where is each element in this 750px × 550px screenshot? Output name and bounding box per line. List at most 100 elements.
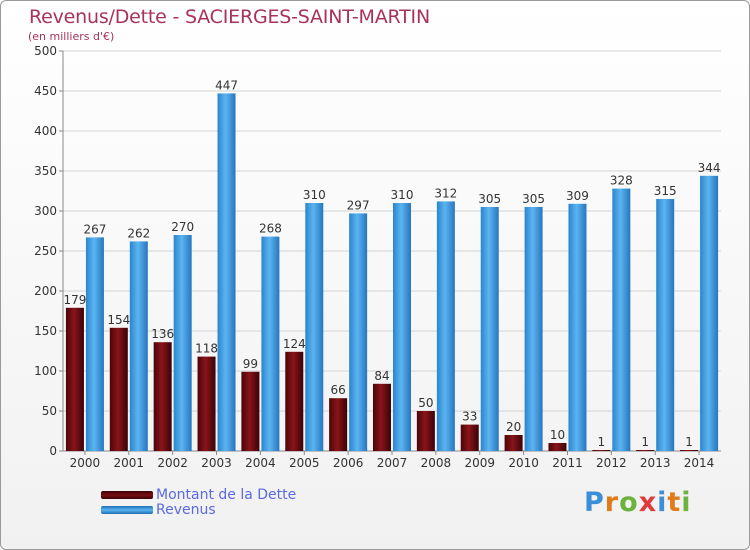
bar-dette (329, 398, 348, 451)
y-tick-label: 100 (34, 364, 57, 378)
data-label-revenus: 344 (698, 161, 721, 175)
x-tick-label: 2012 (596, 456, 627, 470)
bar-revenus (612, 188, 631, 451)
bar-revenus (305, 203, 324, 451)
y-tick-label: 150 (34, 324, 57, 338)
bar-dette (680, 450, 699, 451)
logo-letter: t (667, 487, 682, 518)
data-label-dette: 124 (283, 337, 306, 351)
legend-item-revenus: Revenus (101, 502, 216, 518)
data-label-revenus: 297 (347, 198, 370, 212)
logo-letter: P (584, 487, 605, 518)
bar-revenus (85, 237, 104, 451)
data-label-revenus: 267 (83, 222, 106, 236)
y-tick-label: 300 (34, 204, 57, 218)
x-tick-label: 2013 (640, 456, 671, 470)
y-tick-label: 350 (34, 164, 57, 178)
bar-dette (153, 342, 172, 451)
data-label-dette: 99 (243, 357, 258, 371)
bar-dette (592, 450, 611, 451)
data-label-dette: 10 (550, 428, 565, 442)
data-label-dette: 20 (506, 420, 521, 434)
bar-revenus (656, 199, 675, 451)
bar-revenus (700, 175, 719, 452)
bar-revenus (129, 241, 148, 451)
x-tick-label: 2000 (70, 456, 101, 470)
data-label-revenus: 305 (478, 192, 501, 206)
legend-item-dette: Montant de la Dette (101, 487, 296, 503)
data-label-revenus: 262 (127, 226, 150, 240)
data-label-revenus: 270 (171, 220, 194, 234)
x-tick-label: 2006 (333, 456, 364, 470)
data-label-revenus: 312 (434, 186, 457, 200)
bar-revenus (261, 236, 280, 451)
data-label-dette: 1 (641, 435, 649, 449)
data-label-dette: 1 (685, 435, 693, 449)
x-tick-label: 2008 (421, 456, 452, 470)
data-label-revenus: 447 (215, 78, 238, 92)
bar-dette (416, 411, 435, 451)
logo-letter: r (604, 487, 620, 518)
legend-label-dette: Montant de la Dette (156, 487, 297, 503)
legend-swatch-dette (101, 491, 153, 499)
data-label-revenus: 315 (654, 184, 677, 198)
y-tick-label: 500 (34, 44, 57, 58)
data-label-dette: 66 (330, 383, 345, 397)
bar-revenus (173, 235, 192, 451)
data-label-revenus: 305 (522, 192, 545, 206)
bar-revenus (568, 203, 587, 451)
x-tick-label: 2014 (684, 456, 715, 470)
data-label-revenus: 268 (259, 222, 282, 236)
bar-revenus (480, 207, 499, 451)
data-label-revenus: 309 (566, 189, 589, 203)
data-label-dette: 136 (151, 327, 174, 341)
chart-title: Revenus/Dette - SACIERGES-SAINT-MARTIN (29, 6, 430, 28)
bar-revenus (217, 93, 236, 452)
logo-letter: o (619, 487, 639, 518)
legend-swatch-revenus (101, 506, 153, 514)
bar-revenus (393, 203, 411, 451)
data-label-dette: 33 (462, 410, 477, 424)
bar-revenus (436, 201, 455, 451)
data-label-dette: 179 (63, 293, 86, 307)
x-tick-label: 2009 (464, 456, 495, 470)
data-label-dette: 118 (195, 342, 218, 356)
proxiti-logo: Proxiti (584, 487, 692, 518)
bar-dette (109, 327, 128, 451)
y-tick-label: 0 (49, 444, 57, 458)
chart-subtitle: (en milliers d'€) (28, 30, 115, 43)
bar-dette (197, 356, 216, 451)
bar-dette (636, 450, 655, 451)
x-tick-label: 2002 (157, 456, 188, 470)
logo-letter: i (657, 487, 668, 518)
data-label-revenus: 310 (303, 188, 326, 202)
bar-dette (373, 383, 391, 451)
data-label-dette: 154 (107, 313, 130, 327)
legend-label-revenus: Revenus (156, 502, 216, 518)
data-label-dette: 50 (418, 396, 433, 410)
data-label-dette: 1 (598, 435, 606, 449)
data-label-dette: 84 (374, 369, 389, 383)
y-tick-label: 450 (34, 84, 57, 98)
x-tick-label: 2001 (114, 456, 145, 470)
y-tick-label: 400 (34, 124, 57, 138)
x-tick-label: 2003 (201, 456, 232, 470)
x-tick-label: 2004 (245, 456, 276, 470)
data-label-revenus: 310 (391, 188, 414, 202)
logo-letter: x (638, 487, 658, 518)
bar-dette (241, 371, 260, 451)
bar-revenus (349, 213, 368, 451)
y-tick-label: 250 (34, 244, 57, 258)
x-tick-label: 2005 (289, 456, 320, 470)
y-tick-label: 200 (34, 284, 57, 298)
x-tick-label: 2007 (377, 456, 408, 470)
bar-dette (285, 351, 304, 451)
logo-letter: i (681, 487, 692, 518)
bar-revenus (524, 207, 543, 451)
bar-dette (548, 443, 567, 451)
data-label-revenus: 328 (610, 174, 633, 188)
bar-dette (65, 307, 84, 451)
bar-dette (504, 435, 523, 451)
